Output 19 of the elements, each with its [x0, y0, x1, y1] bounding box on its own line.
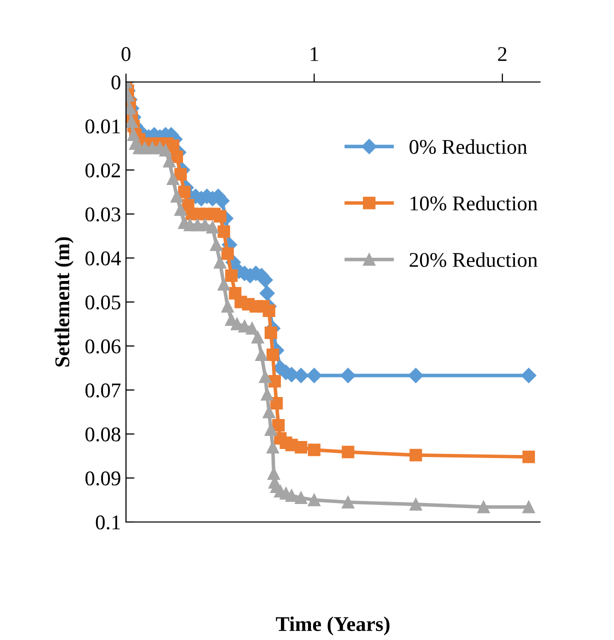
- y-tick-label: 0.07: [85, 383, 121, 398]
- y-tick-label: 0: [112, 75, 120, 90]
- y-tick-label: 0.04: [85, 251, 121, 266]
- y-tick-label: 0.02: [85, 163, 120, 178]
- x-tick-label: 0: [122, 47, 130, 62]
- x-tick-label: 2: [498, 47, 506, 61]
- y-tick-label: 0.09: [85, 471, 120, 486]
- legend-label: 0% Reduction: [410, 139, 528, 154]
- legend-label: 20% Reduction: [410, 252, 538, 268]
- x-tick-label: 1: [310, 47, 318, 61]
- y-tick-label: 0.06: [85, 339, 121, 354]
- x-axis-title: Time (Years): [276, 616, 390, 636]
- y-tick-label: 0.03: [85, 207, 120, 222]
- y-tick-label: 0.05: [85, 295, 120, 310]
- y-tick-label: 0.08: [85, 427, 120, 442]
- legend-label: 10% Reduction: [410, 196, 538, 211]
- y-tick-label: 0.01: [85, 119, 120, 134]
- y-axis-title: Settlement (m): [54, 237, 74, 367]
- y-tick-label: 0.1: [96, 515, 120, 530]
